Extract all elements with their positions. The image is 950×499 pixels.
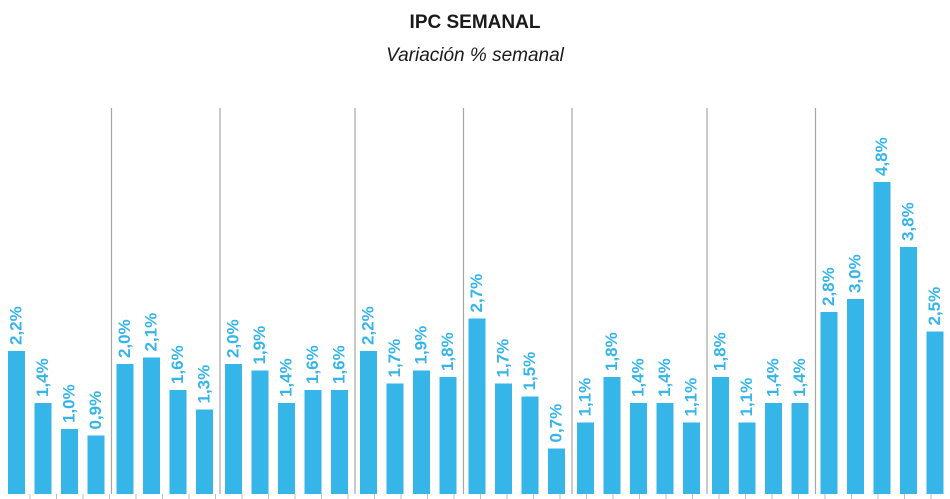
bar	[926, 331, 944, 494]
chart-subtitle: Variación % semanal	[386, 45, 564, 66]
bar	[439, 377, 457, 494]
bar	[116, 364, 134, 494]
data-label: 1,8%	[602, 332, 621, 371]
chart-title: IPC SEMANAL	[409, 12, 541, 33]
data-label: 1,4%	[655, 358, 674, 397]
data-label: 0,7%	[547, 404, 566, 443]
bar	[873, 182, 891, 494]
bar	[820, 312, 838, 494]
bar	[8, 351, 25, 494]
bar	[34, 403, 52, 494]
bar	[143, 357, 160, 494]
data-label: 4,8%	[872, 137, 891, 176]
data-label: 1,9%	[412, 326, 431, 365]
data-label: 1,6%	[330, 345, 349, 384]
bar	[495, 383, 512, 494]
bar	[656, 403, 674, 494]
bar	[712, 377, 729, 494]
bar	[61, 429, 78, 494]
bar	[791, 403, 809, 494]
bar	[847, 299, 864, 494]
data-label: 1,8%	[711, 332, 730, 371]
data-label: 1,0%	[60, 384, 79, 423]
bar	[521, 396, 539, 494]
data-label: 3,0%	[846, 254, 865, 293]
data-label: 1,8%	[438, 332, 457, 371]
data-label: 1,1%	[576, 378, 595, 417]
bar	[900, 247, 917, 494]
data-label: 2,2%	[359, 306, 378, 345]
data-label: 1,4%	[629, 358, 648, 397]
data-label: 1,4%	[33, 358, 52, 397]
data-label: 1,6%	[303, 345, 322, 384]
bar	[548, 448, 565, 494]
bar	[304, 390, 322, 494]
data-label: 2,1%	[142, 313, 161, 352]
data-label: 1,7%	[494, 339, 513, 378]
data-label: 2,5%	[925, 287, 944, 326]
data-label: 2,0%	[115, 319, 134, 358]
bar	[765, 403, 782, 494]
bar	[386, 383, 404, 494]
data-label: 3,8%	[899, 202, 918, 241]
bar	[577, 422, 594, 494]
data-label: 1,4%	[764, 358, 783, 397]
bar	[196, 409, 213, 494]
data-label: 1,4%	[790, 358, 809, 397]
x-axis-ticks	[29, 494, 932, 499]
data-label: 2,2%	[7, 306, 26, 345]
bar	[87, 435, 105, 494]
bar	[169, 390, 187, 494]
data-label: 2,0%	[224, 319, 243, 358]
data-label: 1,5%	[520, 352, 539, 391]
data-label: 1,7%	[385, 339, 404, 378]
data-label: 2,7%	[467, 274, 486, 313]
data-label: 1,9%	[250, 326, 269, 365]
bar	[468, 318, 486, 494]
bar	[360, 351, 377, 494]
data-label: 2,8%	[819, 267, 838, 306]
data-label: 1,4%	[277, 358, 296, 397]
data-label: 1,1%	[682, 378, 701, 417]
bar	[738, 422, 756, 494]
bar	[278, 403, 295, 494]
data-label: 1,6%	[168, 345, 187, 384]
bar	[225, 364, 242, 494]
bar	[251, 370, 269, 494]
bar	[683, 422, 700, 494]
data-label: 0,9%	[86, 391, 105, 430]
bar	[331, 390, 348, 494]
bar	[413, 370, 430, 494]
bar	[630, 403, 647, 494]
data-label: 1,3%	[195, 365, 214, 404]
data-label: 1,1%	[737, 378, 756, 417]
bar	[603, 377, 621, 494]
